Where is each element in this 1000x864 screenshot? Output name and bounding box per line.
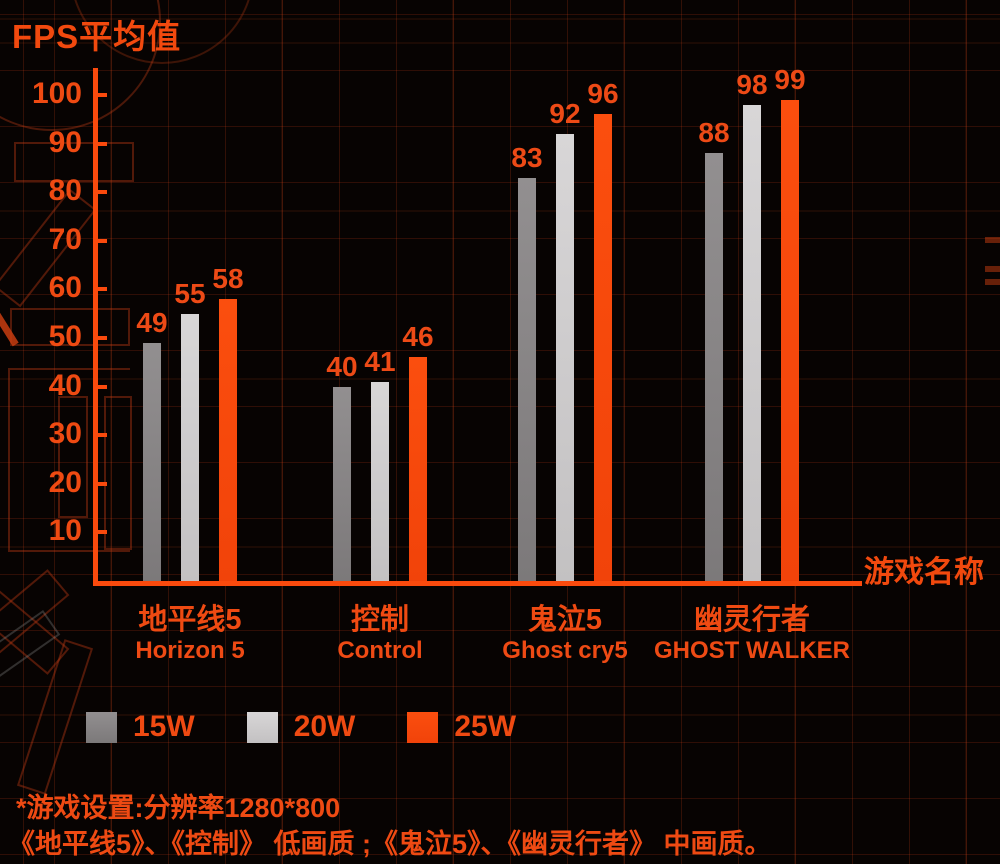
bar-25W-control — [409, 357, 427, 581]
y-tick-label: 80 — [48, 174, 82, 208]
y-tick-mark — [98, 433, 107, 438]
legend-swatch-icon — [86, 711, 117, 743]
legend-label: 20W — [293, 710, 356, 743]
bar-25W-horizon-5 — [219, 299, 237, 581]
category-label-en: Control — [337, 637, 423, 664]
y-axis-line — [93, 68, 98, 586]
category-label-zh: 鬼泣5 — [527, 604, 603, 636]
bar-15W-ghost-walker — [705, 153, 723, 581]
bar-value-label: 55 — [174, 278, 206, 309]
bar-value-label: 99 — [774, 64, 806, 95]
legend-label: 15W — [133, 710, 195, 743]
footnote-quality: 《地平线5》、《控制》 低画质 ;《鬼泣5》、《幽灵行者》 中画质。 — [8, 829, 772, 859]
y-tick-label: 60 — [48, 271, 82, 305]
y-tick-mark — [98, 190, 107, 195]
y-tick-mark — [98, 93, 107, 97]
bar-20W-control — [371, 382, 389, 581]
bar-15W-horizon-5 — [143, 343, 161, 581]
y-tick-label: 40 — [48, 368, 82, 402]
chart-title: FPS平均值 — [12, 18, 182, 55]
y-tick-label: 90 — [48, 125, 82, 159]
bar-25W-ghost-walker — [781, 100, 799, 581]
legend-item-25w: 25W — [407, 710, 516, 744]
y-tick-mark — [98, 384, 107, 389]
x-axis-title: 游戏名称 — [864, 556, 984, 589]
category-label-zh: 幽灵行者 — [693, 604, 810, 636]
bar-25W-ghost-cry5 — [594, 114, 612, 581]
y-tick-mark — [98, 238, 107, 243]
y-tick-label: 10 — [48, 514, 82, 548]
category-label-zh: 地平线5 — [138, 604, 242, 636]
bar-20W-ghost-walker — [743, 105, 761, 581]
bar-20W-ghost-cry5 — [556, 134, 574, 581]
legend: 15W 20W 25W — [86, 710, 516, 744]
category-label-en: Horizon 5 — [135, 637, 245, 664]
legend-item-15w: 15W — [86, 710, 195, 744]
category-label-en: Ghost cry5 — [502, 637, 628, 664]
y-tick-mark — [98, 530, 107, 535]
category-label-zh: 控制 — [350, 604, 409, 636]
footnote-settings: *游戏设置:分辨率1280*800 — [16, 793, 341, 823]
y-tick-label: 100 — [31, 77, 82, 110]
y-tick-mark — [98, 141, 107, 146]
bar-15W-control — [333, 387, 351, 581]
bar-value-label: 92 — [549, 98, 581, 129]
bar-value-label: 41 — [364, 346, 396, 377]
bar-value-label: 96 — [587, 78, 619, 109]
bar-value-label: 40 — [326, 351, 358, 382]
bar-value-label: 83 — [511, 142, 543, 173]
y-tick-label: 50 — [48, 320, 82, 353]
bar-value-label: 46 — [402, 321, 434, 352]
legend-swatch-icon — [246, 711, 278, 743]
y-tick-mark — [98, 336, 107, 340]
y-tick-mark — [98, 481, 107, 486]
legend-swatch-icon — [407, 711, 439, 743]
bar-15W-ghost-cry5 — [518, 178, 536, 581]
bar-value-label: 58 — [212, 263, 244, 294]
y-tick-label: 20 — [48, 465, 82, 499]
bar-value-label: 98 — [736, 69, 768, 100]
y-tick-mark — [98, 287, 107, 292]
bar-value-label: 88 — [698, 117, 730, 148]
y-tick-label: 70 — [48, 222, 82, 256]
bar-value-label: 49 — [136, 307, 168, 338]
legend-label: 25W — [454, 710, 517, 743]
legend-item-20w: 20W — [246, 710, 356, 744]
bar-20W-horizon-5 — [181, 314, 199, 581]
category-label-en: GHOST WALKER — [654, 637, 850, 664]
x-axis-line — [93, 581, 862, 586]
y-tick-label: 30 — [48, 417, 82, 451]
